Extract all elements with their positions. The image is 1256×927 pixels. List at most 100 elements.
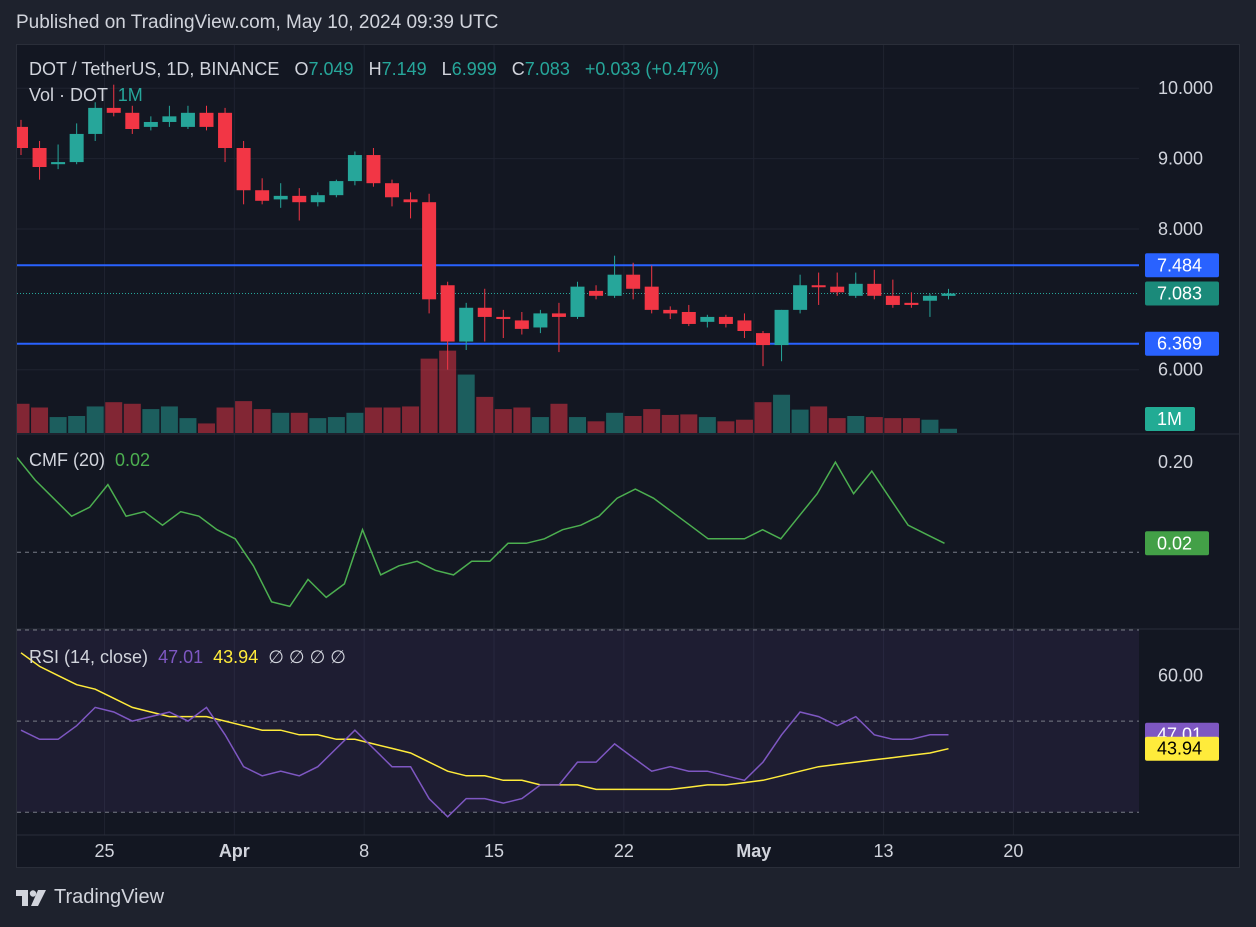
volume-bar (346, 412, 364, 433)
candle-body (32, 148, 47, 168)
price-tick-label: 8.000 (1158, 219, 1203, 239)
candle-body (589, 290, 604, 296)
level-tag-upper-bg (1145, 253, 1219, 278)
volume-bar (513, 407, 531, 433)
volume-bar (940, 428, 957, 433)
candle-body (514, 320, 529, 329)
time-tick-label: 15 (484, 841, 504, 861)
volume-bar (717, 421, 735, 433)
candle-body (143, 121, 158, 127)
volume-bar (735, 419, 753, 433)
last-price-tag: 7.083 (1157, 283, 1202, 303)
candle-body (162, 116, 177, 122)
volume-bar (810, 406, 828, 433)
volume-bars (17, 350, 957, 433)
rsi-pane (17, 629, 1139, 818)
volume-bar (17, 403, 30, 433)
change-value: +0.033 (+0.47%) (584, 59, 719, 79)
volume-bar (773, 394, 791, 433)
candle-body (496, 316, 511, 320)
candle-body (830, 286, 845, 293)
volume-bar (142, 409, 160, 433)
rsi-ma-value: 43.94 (213, 647, 259, 667)
volume-bar (661, 414, 679, 433)
volume-bar (49, 417, 67, 433)
high-value: 7.149 (381, 59, 427, 79)
volume-bar (921, 419, 939, 433)
volume-bar (847, 416, 865, 433)
published-caption: Published on TradingView.com, May 10, 20… (16, 12, 499, 33)
candle-body (700, 316, 715, 322)
high-label: H (368, 59, 382, 79)
last-price-tag-bg (1145, 281, 1219, 306)
volume-legend: Vol · DOT 1M (29, 85, 143, 106)
volume-bar (587, 421, 605, 433)
volume-value: 1M (117, 85, 143, 105)
volume-bar (606, 412, 624, 433)
open-label: O (294, 59, 309, 79)
cmf-label: CMF (20) (29, 450, 105, 470)
volume-tag-bg (1145, 407, 1195, 431)
candle-body (106, 107, 121, 113)
candle-body (477, 307, 492, 317)
tradingview-logo[interactable]: TradingView (16, 886, 164, 909)
volume-bar (439, 350, 457, 433)
volume-bar (272, 412, 290, 433)
candle-body (681, 311, 696, 324)
chart-svg[interactable]: 10.000 9.000 8.000 6.000 7.484 7.083 6.369 1M 0.… (17, 45, 1239, 867)
volume-bar (160, 406, 178, 433)
chart-frame[interactable]: 10.000 9.000 8.000 6.000 7.484 7.083 6.369 1M 0.… (16, 44, 1240, 868)
tradingview-logo-icon (16, 889, 46, 906)
pane-backgrounds (17, 433, 1239, 836)
volume-bar (531, 417, 549, 433)
rsi-value: 47.01 (158, 647, 204, 667)
volume-bar (754, 402, 772, 433)
candle-body (403, 199, 418, 203)
volume-bar (550, 403, 568, 433)
volume-bar (216, 407, 234, 433)
level-tag-upper: 7.484 (1157, 255, 1202, 275)
cmf-line (17, 457, 945, 608)
open-value: 7.049 (308, 59, 354, 79)
volume-bar (791, 409, 809, 433)
volume-bar (643, 409, 661, 433)
candle-body (329, 181, 344, 196)
time-tick-label: 25 (94, 841, 114, 861)
candle-body (366, 155, 381, 184)
candle-body (756, 333, 770, 346)
volume-bar (68, 416, 86, 433)
candle-body (199, 112, 214, 127)
volume-bar (569, 417, 586, 433)
candle-body (422, 202, 437, 300)
candle-body (904, 302, 919, 305)
low-label: L (441, 59, 452, 79)
level-tag-lower: 6.369 (1157, 334, 1202, 354)
candle-body (867, 283, 882, 296)
volume-bar (884, 418, 902, 433)
volume-tag: 1M (1157, 409, 1182, 429)
volume-bar (179, 418, 197, 433)
candle-body (607, 274, 622, 296)
price-legend: DOT / TetherUS, 1D, BINANCE O7.049 H7.14… (29, 59, 719, 80)
rsi-ma-line (20, 652, 949, 791)
volume-bar (290, 412, 308, 433)
volume-bar (383, 407, 401, 433)
candle-body (811, 285, 826, 288)
price-tick-label: 10.000 (1158, 78, 1213, 98)
candle-body (663, 309, 678, 314)
volume-bar (123, 403, 141, 433)
candle-body (718, 316, 733, 324)
close-value: 7.083 (524, 59, 570, 79)
volume-bar (494, 409, 512, 433)
candle-body (440, 285, 455, 342)
volume-bar (865, 417, 883, 433)
candle-body (69, 133, 84, 163)
candle-body (793, 285, 808, 310)
candle-body (459, 307, 474, 342)
candle-body (17, 126, 28, 149)
volume-bar (31, 407, 49, 433)
rsi-tick-label: 60.00 (1158, 666, 1203, 686)
candles (17, 84, 956, 370)
volume-bar (105, 402, 123, 433)
candle-body (533, 313, 548, 328)
